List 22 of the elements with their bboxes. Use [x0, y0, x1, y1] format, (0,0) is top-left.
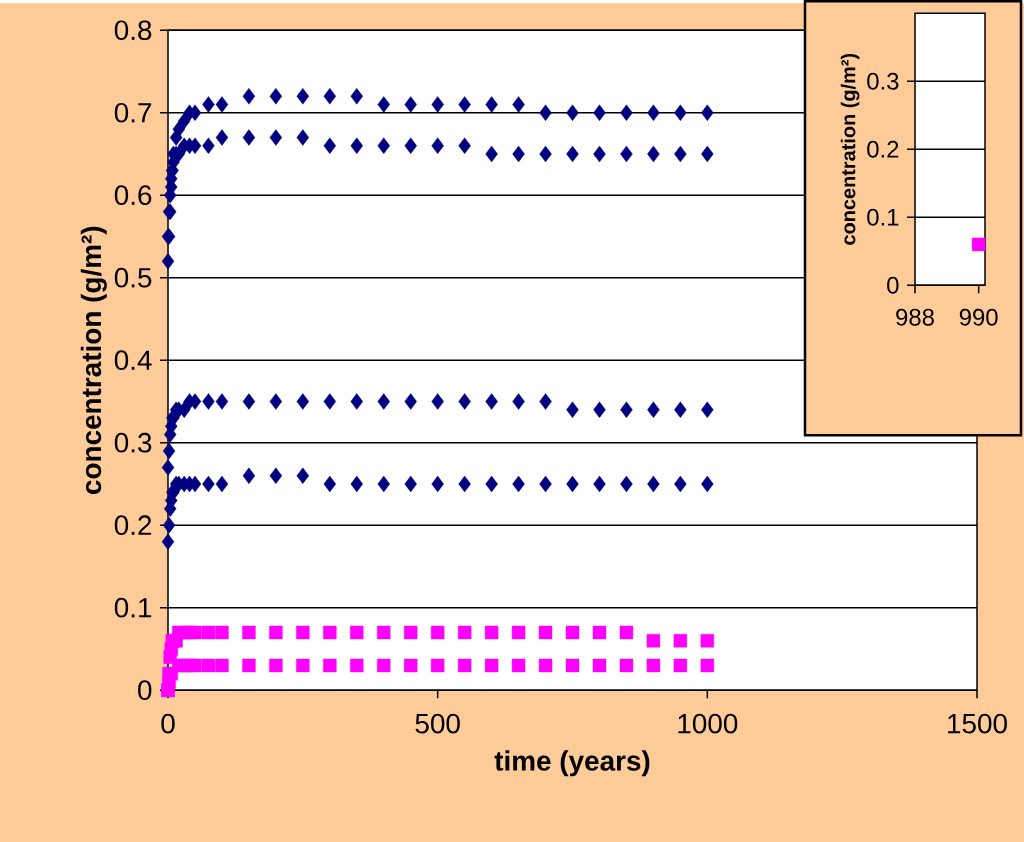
x-axis-title: time (years) — [494, 750, 650, 777]
x-tick-label: 1500 — [948, 713, 1007, 734]
x-tick-label: 500 — [415, 713, 460, 734]
x-tick-label: 988 — [896, 308, 934, 326]
y-tick-label: 0.3 — [867, 72, 899, 90]
y-tick-label: 0.3 — [114, 432, 152, 453]
y-tick-label: 0.1 — [114, 597, 152, 618]
x-tick-label: 0 — [161, 713, 175, 734]
y-tick-label: 0.7 — [114, 102, 152, 123]
x-tick-label: 990 — [959, 308, 998, 326]
y-tick-label: 0 — [138, 680, 152, 700]
y-axis-title: concentration (g/m²) — [80, 226, 107, 494]
y-tick-label: 0 — [887, 276, 899, 294]
y-axis-title: concentration (g/m²) — [840, 53, 860, 245]
y-tick-label: 0.2 — [867, 140, 899, 158]
y-tick-label: 0.6 — [114, 185, 152, 205]
y-tick-label: 0.1 — [867, 208, 899, 226]
y-tick-label: 0.5 — [114, 267, 152, 288]
x-tick-label: 1000 — [678, 713, 738, 734]
y-tick-label: 0.2 — [114, 515, 152, 535]
y-tick-label: 0.8 — [114, 20, 152, 40]
y-tick-label: 0.4 — [114, 350, 152, 370]
